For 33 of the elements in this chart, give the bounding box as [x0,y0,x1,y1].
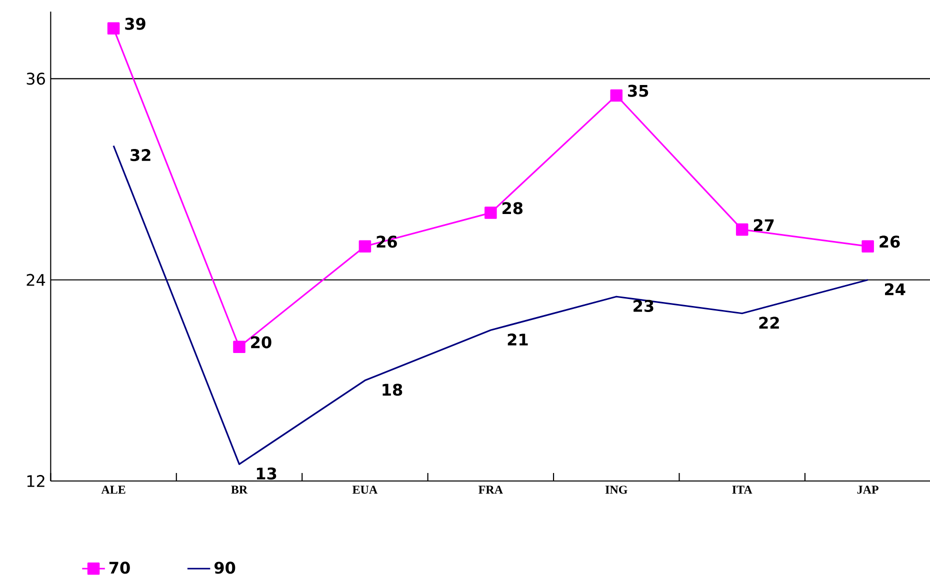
legend-label: 70 [109,562,130,574]
x-tick-label: JAP [857,486,878,494]
y-tick-label: 36 [26,72,45,85]
x-tick-label: EUA [352,486,378,494]
x-tick-label: ITA [732,486,752,494]
data-label: 35 [628,84,648,97]
data-label: 22 [759,316,779,329]
x-tick-label: ALE [101,486,126,494]
x-tick-label: ING [605,486,628,494]
data-label: 23 [634,300,654,312]
data-label: 21 [508,334,528,346]
point [862,240,874,252]
data-label: 32 [130,149,150,162]
data-label: 26 [880,236,900,248]
data-label: 13 [256,468,276,480]
x-tick-label: BR [231,486,248,494]
point [107,22,120,35]
data-label: 27 [754,219,774,231]
legend-label: 90 [214,562,236,574]
x-tick-label: FRA [478,486,503,494]
line-series [112,144,869,466]
point [736,223,748,236]
data-label: 24 [885,283,906,296]
data-label: 18 [382,384,402,396]
data-label: 28 [502,202,523,214]
data-label: 39 [125,18,146,30]
point [358,240,372,252]
point [610,89,623,102]
y-tick-label: 12 [27,475,44,487]
point [233,340,246,354]
data-label: 20 [251,336,272,348]
y-tick-label: 24 [26,274,46,286]
point [484,206,497,219]
